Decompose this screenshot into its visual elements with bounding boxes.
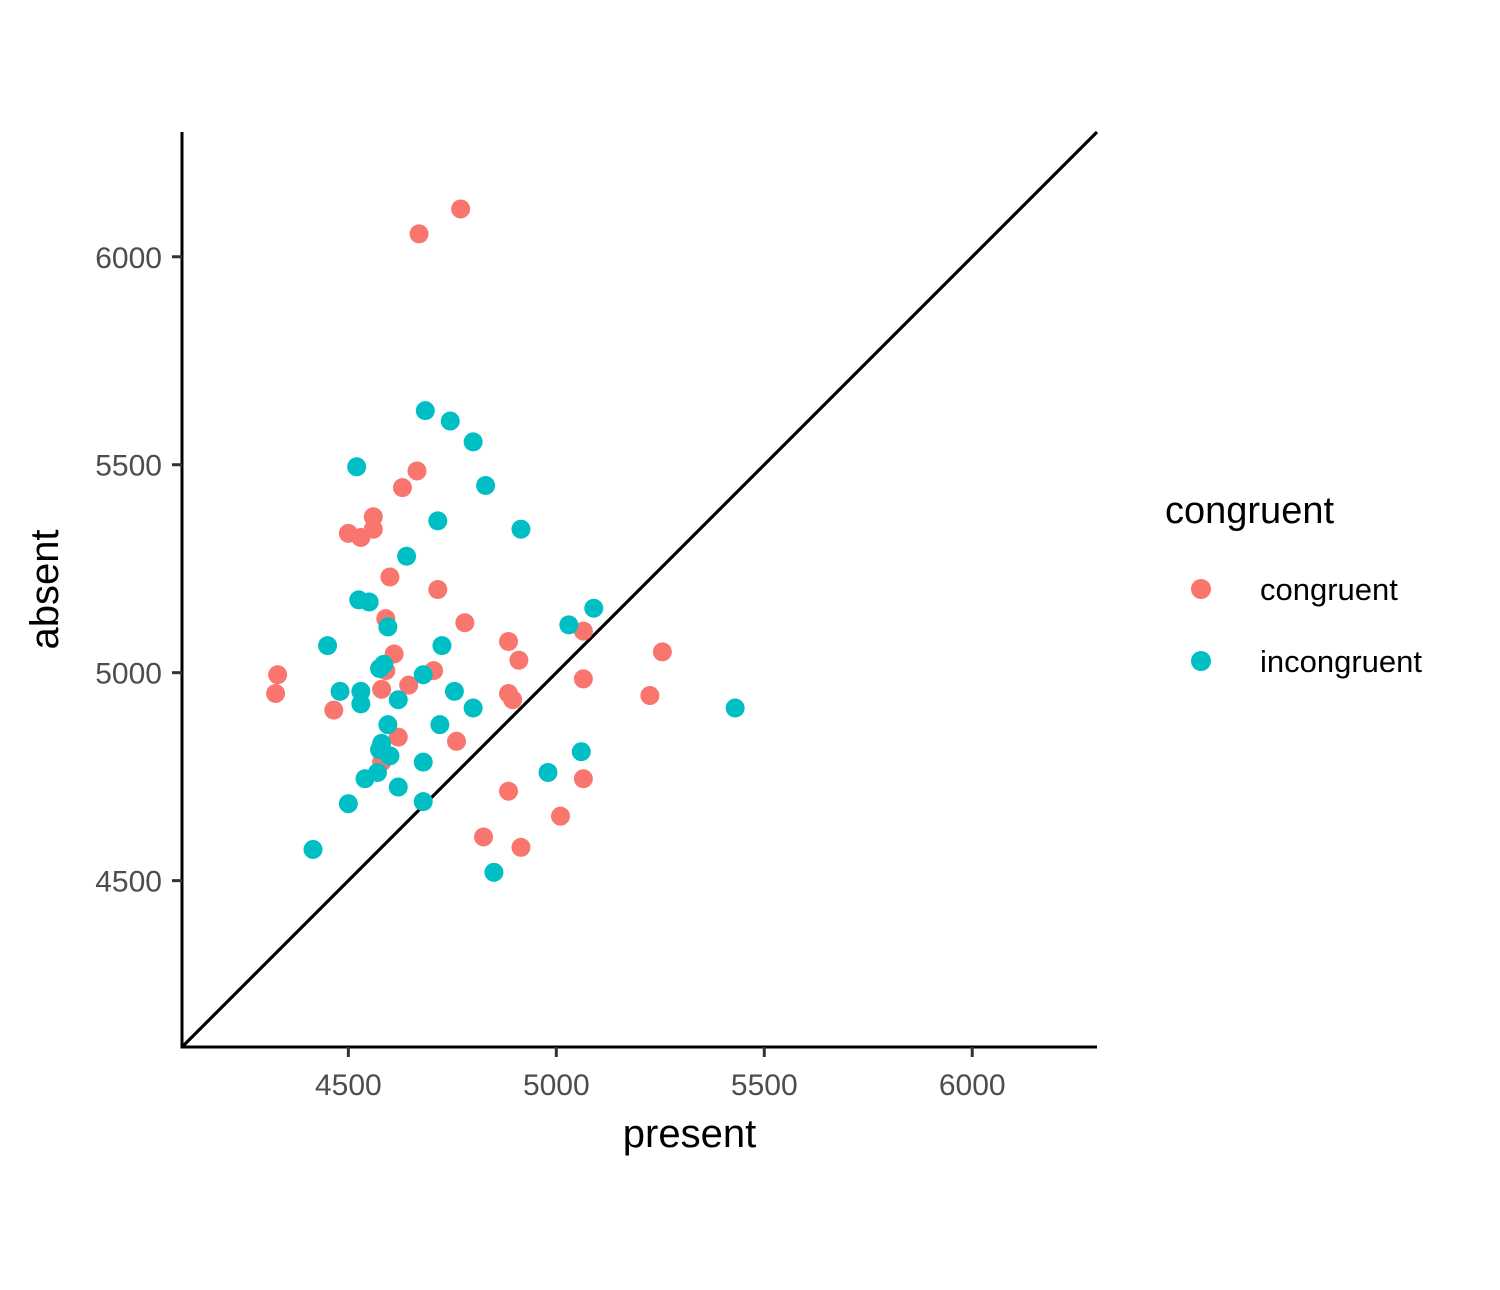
data-point-congruent-1 (409, 224, 429, 244)
data-point-incongruent-24 (725, 698, 745, 718)
data-point-incongruent-32 (538, 763, 558, 782)
data-point-incongruent-21 (388, 690, 408, 710)
data-point-incongruent-38 (303, 839, 323, 859)
data-point-congruent-28 (388, 727, 408, 747)
data-point-incongruent-14 (318, 636, 338, 656)
data-point-congruent-31 (573, 769, 593, 789)
legend-key-incongruent (1191, 651, 1211, 671)
data-point-congruent-25 (503, 690, 523, 710)
data-point-congruent-0 (451, 199, 471, 219)
data-point-incongruent-12 (378, 617, 398, 637)
x-tick-label-5000: 5000 (523, 1069, 590, 1102)
data-point-incongruent-7 (397, 546, 417, 566)
data-point-incongruent-4 (476, 476, 496, 496)
data-point-incongruent-29 (380, 746, 400, 766)
data-point-incongruent-31 (413, 752, 433, 772)
data-point-incongruent-6 (511, 519, 531, 539)
y-tick-label-4500: 4500 (95, 866, 162, 899)
x-axis-title: present (623, 1112, 756, 1156)
legend-label-congruent: congruent (1260, 572, 1398, 607)
data-point-incongruent-16 (374, 654, 394, 674)
data-point-congruent-7 (363, 519, 383, 539)
legend-label-incongruent: incongruent (1260, 644, 1422, 679)
data-point-congruent-21 (573, 669, 593, 689)
data-point-incongruent-18 (330, 681, 350, 701)
plot-area (180, 130, 1099, 1049)
identity-reference-line (180, 130, 1099, 1049)
y-tick-label-5000: 5000 (95, 658, 162, 691)
data-point-congruent-20 (399, 675, 419, 695)
data-point-congruent-16 (509, 650, 529, 670)
data-point-incongruent-13 (432, 636, 452, 656)
y-axis-title: absent (23, 529, 67, 649)
data-point-congruent-23 (266, 683, 286, 703)
x-tick-label-4500: 4500 (315, 1069, 382, 1102)
data-point-congruent-35 (511, 837, 531, 857)
data-point-congruent-13 (498, 631, 518, 651)
data-point-incongruent-2 (463, 432, 483, 452)
data-point-incongruent-17 (413, 665, 433, 685)
data-point-incongruent-37 (413, 792, 433, 812)
legend: congruent congruent incongruent (1165, 490, 1422, 679)
data-point-congruent-14 (652, 642, 672, 662)
data-point-incongruent-3 (347, 457, 367, 477)
series-congruent (266, 199, 672, 857)
y-tick-label-6000: 6000 (95, 242, 162, 275)
data-point-congruent-2 (407, 461, 427, 481)
data-point-incongruent-30 (571, 742, 591, 762)
legend-title: congruent (1165, 490, 1334, 532)
y-tick-label-5500: 5500 (95, 450, 162, 483)
data-point-incongruent-39 (484, 862, 504, 882)
data-point-congruent-26 (640, 686, 660, 706)
data-point-incongruent-23 (463, 698, 483, 718)
data-point-congruent-29 (447, 731, 466, 751)
data-point-congruent-12 (573, 621, 593, 641)
data-point-congruent-22 (372, 679, 392, 699)
data-point-incongruent-10 (584, 598, 604, 618)
data-point-incongruent-35 (388, 777, 408, 797)
data-point-congruent-34 (474, 827, 494, 847)
data-point-incongruent-9 (359, 592, 379, 612)
data-point-congruent-3 (392, 478, 412, 498)
data-point-incongruent-36 (338, 794, 358, 814)
data-point-incongruent-11 (559, 615, 579, 635)
data-point-congruent-10 (455, 613, 475, 633)
data-point-congruent-32 (498, 781, 518, 801)
data-point-congruent-9 (428, 580, 448, 599)
x-tick-label-5500: 5500 (731, 1069, 798, 1102)
data-point-incongruent-20 (444, 681, 464, 701)
data-point-incongruent-1 (440, 411, 460, 431)
x-tick-label-6000: 6000 (939, 1069, 1006, 1102)
axes: 4500 5000 5500 6000 4500 5000 5500 6000 present a… (23, 132, 1097, 1156)
data-point-congruent-8 (380, 567, 400, 587)
data-point-incongruent-25 (430, 715, 450, 735)
legend-key-congruent (1191, 579, 1211, 599)
data-point-incongruent-5 (428, 511, 448, 531)
data-point-congruent-33 (550, 806, 570, 826)
data-point-incongruent-22 (351, 694, 371, 714)
series-incongruent (303, 401, 745, 882)
data-point-incongruent-0 (415, 401, 435, 421)
data-point-incongruent-26 (378, 715, 398, 735)
data-point-incongruent-34 (355, 769, 375, 789)
data-point-congruent-19 (268, 665, 288, 685)
data-point-congruent-27 (324, 700, 344, 720)
